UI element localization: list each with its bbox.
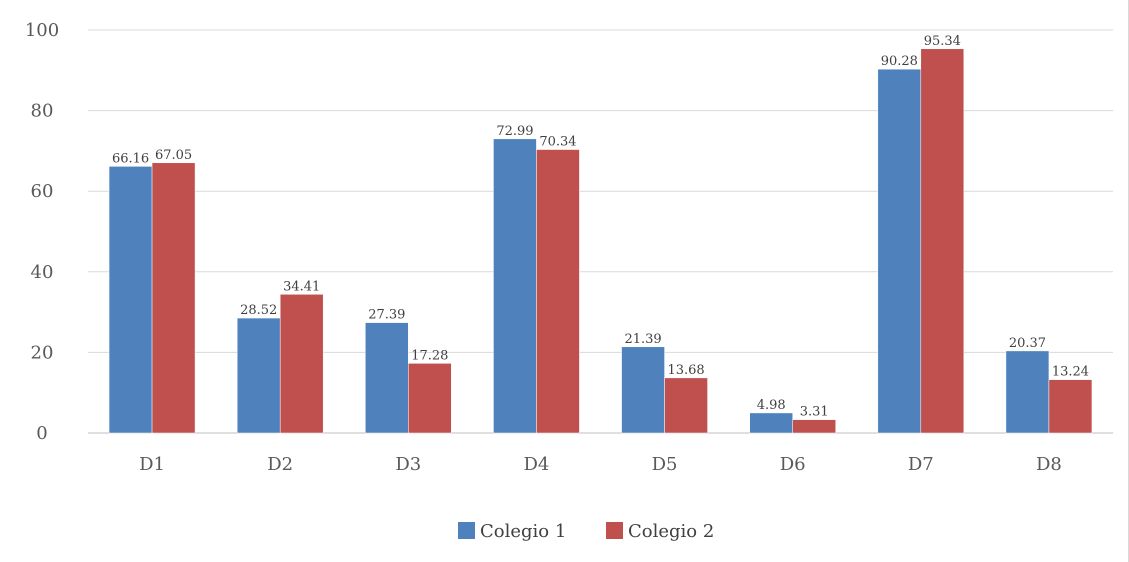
- y-tick-label: 100: [25, 20, 59, 41]
- data-label: 27.39: [368, 308, 405, 323]
- legend[interactable]: Colegio 1 Colegio 2: [458, 521, 714, 542]
- y-tick-label: 20: [31, 342, 54, 363]
- data-label: 4.98: [757, 398, 786, 413]
- x-tick-label: D1: [139, 454, 165, 475]
- bar-2-d2: [279, 294, 324, 434]
- y-tick-label: 80: [31, 101, 54, 122]
- data-label: 17.28: [411, 348, 448, 363]
- data-label: 70.34: [539, 135, 576, 150]
- y-tick-label: 40: [31, 262, 54, 283]
- x-tick-label: D2: [267, 454, 293, 475]
- x-tick-label: D3: [395, 454, 421, 475]
- data-labels: 66.16 67.05 28.52 34.41 27.39 17.28 72.99 70.34…: [112, 34, 1089, 420]
- bars: [108, 48, 1093, 434]
- bar-1-d5: [621, 346, 665, 434]
- data-label: 67.05: [155, 148, 192, 163]
- data-label: 72.99: [496, 124, 533, 139]
- x-tick-label: D8: [1036, 454, 1062, 475]
- y-tick-label: 60: [31, 181, 54, 202]
- x-tick-label: D7: [908, 454, 934, 475]
- data-label: 95.34: [924, 34, 961, 49]
- bar-1-d2: [236, 317, 281, 434]
- x-tick-label: D4: [523, 454, 549, 475]
- x-tick-label: D6: [780, 454, 806, 475]
- data-label: 34.41: [283, 279, 320, 294]
- data-label: 13.68: [667, 363, 704, 378]
- data-label: 13.24: [1052, 365, 1089, 380]
- y-axis: 0 20 40 60 80 100: [25, 20, 59, 444]
- bar-2-d5: [664, 377, 708, 434]
- bar-1-d7: [877, 68, 922, 434]
- data-label: 3.31: [800, 405, 829, 420]
- y-tick-label: 0: [36, 423, 47, 444]
- data-label: 21.39: [624, 332, 661, 347]
- data-label: 66.16: [112, 151, 149, 166]
- bar-1-d8: [1005, 350, 1050, 434]
- legend-swatch: [606, 522, 623, 539]
- legend-item-colegio-1[interactable]: Colegio 1: [458, 521, 566, 542]
- bar-2-d6: [792, 419, 836, 434]
- legend-swatch: [458, 522, 475, 539]
- data-label: 20.37: [1009, 336, 1046, 351]
- bar-1-d4: [493, 138, 537, 434]
- legend-label: Colegio 2: [628, 521, 714, 542]
- bar-1-d6: [749, 412, 793, 434]
- x-axis: D1 D2 D3 D4 D5 D6 D7 D8: [139, 454, 1062, 475]
- bar-1-d1: [108, 166, 153, 434]
- x-tick-label: D5: [652, 454, 678, 475]
- bar-1-d3: [365, 322, 409, 434]
- bar-2-d1: [151, 162, 196, 434]
- data-label: 28.52: [240, 303, 277, 318]
- bar-2-d8: [1048, 379, 1093, 434]
- legend-label: Colegio 1: [480, 521, 566, 542]
- bar-2-d7: [920, 48, 965, 434]
- bar-2-d4: [536, 149, 580, 434]
- bar-2-d3: [408, 363, 452, 434]
- legend-item-colegio-2[interactable]: Colegio 2: [606, 521, 714, 542]
- data-label: 90.28: [881, 54, 918, 69]
